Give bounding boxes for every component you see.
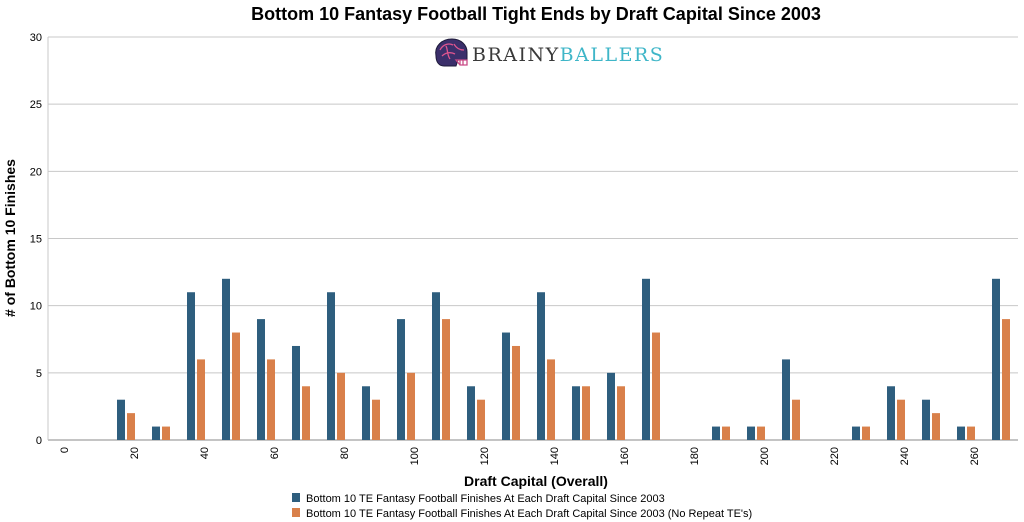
bar-series-2-150 — [617, 386, 625, 440]
y-tick-label: 20 — [30, 166, 42, 178]
bar-series-1-100 — [432, 292, 440, 440]
bar-series-2-60 — [302, 386, 310, 440]
bar-series-1-130 — [537, 292, 545, 440]
y-tick-label: 0 — [36, 435, 42, 447]
y-axis-title: # of Bottom 10 Finishes — [2, 159, 18, 317]
bar-series-2-70 — [337, 372, 345, 440]
bar-series-2-110 — [477, 399, 485, 440]
bar-series-1-150 — [607, 372, 615, 440]
x-tick-labels: 0 20 40 60 80 100 120 140 160 180 200 220 240 260 — [59, 447, 981, 465]
x-tick-label: 100 — [409, 447, 421, 465]
chart-title: Bottom 10 Fantasy Football Tight Ends by… — [251, 4, 821, 24]
x-tick-label: 240 — [899, 447, 911, 465]
bar-series-1-190 — [747, 426, 755, 440]
bar-series-1-260 — [992, 278, 1000, 440]
x-axis-title: Draft Capital (Overall) — [464, 473, 608, 489]
y-tick-label: 30 — [30, 32, 42, 44]
brainy-ballers-logo: BRAINYBALLERS — [435, 38, 664, 67]
bar-series-2-100 — [442, 319, 450, 440]
bar-series-1-180 — [712, 426, 720, 440]
bar-series-1-20 — [152, 426, 160, 440]
bar-series-2-90 — [407, 372, 415, 440]
bar-series-1-200 — [782, 359, 790, 440]
bar-series-1-10 — [117, 399, 125, 440]
bar-series-1-70 — [327, 292, 335, 440]
bar-series-2-10 — [127, 413, 135, 440]
bar-series-1-30 — [187, 292, 195, 440]
x-tick-label: 80 — [339, 447, 351, 459]
x-tick-label: 0 — [59, 447, 71, 453]
bar-series-1-250 — [957, 426, 965, 440]
bar-series-1-230 — [887, 386, 895, 440]
bar-series-2-250 — [967, 426, 975, 440]
bar-series-2-160 — [652, 332, 660, 440]
bar-series-1-120 — [502, 332, 510, 440]
bar-series-2-40 — [232, 332, 240, 440]
bar-series-1-40 — [222, 278, 230, 440]
bar-series-1-80 — [362, 386, 370, 440]
bar-series-1-60 — [292, 345, 300, 440]
bar-series-2-30 — [197, 359, 205, 440]
bar-series-1-140 — [572, 386, 580, 440]
logo-text-brainy: BRAINY — [472, 44, 560, 66]
legend-label-series-1: Bottom 10 TE Fantasy Football Finishes A… — [306, 493, 665, 505]
bar-series-2-140 — [582, 386, 590, 440]
legend: Bottom 10 TE Fantasy Football Finishes A… — [292, 493, 752, 520]
y-tick-label: 10 — [30, 301, 42, 313]
bar-series-2-180 — [722, 426, 730, 440]
bar-series-1-160 — [642, 278, 650, 440]
x-tick-label: 20 — [129, 447, 141, 459]
bar-series-1-50 — [257, 319, 265, 440]
bar-series-2-220 — [862, 426, 870, 440]
bar-series-2-120 — [512, 345, 520, 440]
legend-label-series-2: Bottom 10 TE Fantasy Football Finishes A… — [306, 508, 752, 520]
x-tick-label: 160 — [619, 447, 631, 465]
x-tick-label: 180 — [689, 447, 701, 465]
bar-series-2-130 — [547, 359, 555, 440]
logo-text-ballers: BALLERS — [560, 44, 665, 66]
bar-series-1-110 — [467, 386, 475, 440]
x-tick-label: 200 — [759, 447, 771, 465]
bar-series-2-190 — [757, 426, 765, 440]
helmet-brain-icon — [435, 38, 468, 67]
x-tick-label: 60 — [269, 447, 281, 459]
bar-series-1-240 — [922, 399, 930, 440]
x-tick-label: 220 — [829, 447, 841, 465]
legend-swatch-series-2 — [292, 508, 300, 517]
bar-series-2-80 — [372, 399, 380, 440]
x-tick-label: 40 — [199, 447, 211, 459]
x-tick-label: 120 — [479, 447, 491, 465]
y-tick-label: 15 — [30, 234, 42, 246]
y-tick-labels: 0 5 10 15 20 25 30 — [30, 32, 42, 447]
bar-series-2-20 — [162, 426, 170, 440]
bar-series-1-220 — [852, 426, 860, 440]
bars — [117, 278, 1010, 440]
bar-series-2-50 — [267, 359, 275, 440]
bar-series-2-200 — [792, 399, 800, 440]
bar-series-2-230 — [897, 399, 905, 440]
legend-swatch-series-1 — [292, 493, 300, 502]
y-tick-label: 5 — [36, 368, 42, 380]
x-tick-label: 140 — [549, 447, 561, 465]
bar-series-2-260 — [1002, 319, 1010, 440]
y-tick-label: 25 — [30, 99, 42, 111]
bar-series-2-240 — [932, 413, 940, 440]
bar-series-1-90 — [397, 319, 405, 440]
logo-wordmark: BRAINYBALLERS — [472, 44, 664, 66]
x-tick-label: 260 — [969, 447, 981, 465]
grid-lines — [47, 36, 1018, 441]
